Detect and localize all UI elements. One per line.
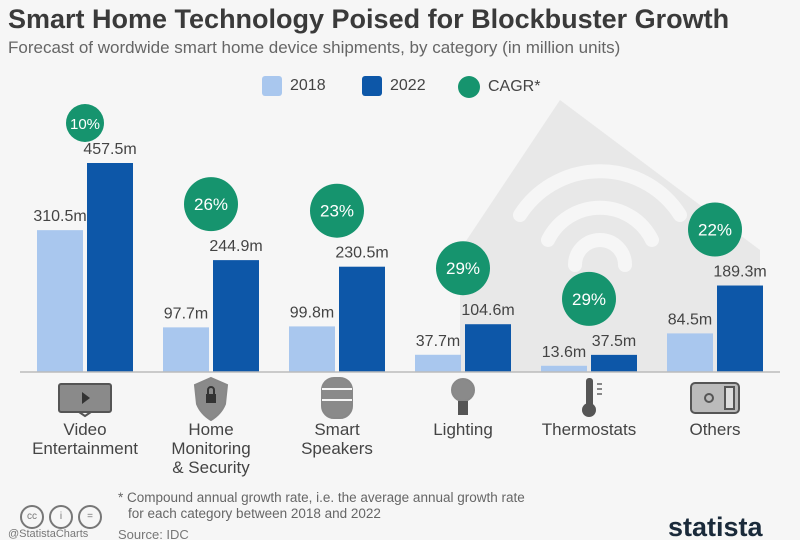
category-label-line: Speakers	[301, 439, 373, 458]
category-label: Home Monitoring & Security	[141, 420, 281, 477]
bar-2022	[591, 354, 637, 372]
data-label: 99.8m	[290, 304, 334, 321]
bar-2018	[667, 333, 713, 372]
category-label-line: Lighting	[433, 420, 493, 439]
smart-switch-icon	[690, 382, 740, 414]
cc-icon: cc	[20, 505, 44, 529]
bar-2022	[87, 163, 133, 372]
cagr-label: 22%	[698, 221, 732, 240]
legend-2018: 2018	[262, 76, 326, 96]
statista-logo[interactable]: statista	[668, 512, 763, 540]
bar-2018	[37, 230, 83, 372]
data-label: 230.5m	[335, 245, 388, 262]
bar-2018	[541, 365, 587, 372]
data-label: 104.6m	[461, 302, 514, 319]
smart-speaker-icon	[321, 377, 353, 419]
house-watermark-icon	[460, 100, 760, 372]
cagr-bubble	[310, 183, 364, 238]
category-label: Smart Speakers	[267, 420, 407, 458]
data-label: 457.5m	[83, 141, 136, 158]
cagr-label: 29%	[446, 259, 480, 278]
legend-2022: 2022	[362, 76, 426, 96]
bar-2022	[213, 260, 259, 372]
data-label: 189.3m	[713, 264, 766, 281]
cagr-label: 29%	[572, 290, 606, 309]
data-label: 13.6m	[542, 344, 586, 361]
legend-label: CAGR*	[488, 78, 541, 95]
thermometer-icon	[582, 378, 602, 417]
bar-2022	[465, 324, 511, 372]
category-label: Video Entertainment	[15, 420, 155, 458]
category-label: Thermostats	[519, 420, 659, 439]
chart-title: Smart Home Technology Poised for Blockbu…	[8, 4, 730, 34]
bar-2018	[163, 327, 209, 372]
cagr-bubble	[66, 104, 104, 142]
category-label: Others	[645, 420, 785, 439]
cagr-bubble	[562, 271, 616, 326]
source: Source: IDC	[118, 527, 189, 540]
cagr-label: 26%	[194, 195, 228, 214]
attribution-icon: i	[49, 505, 73, 529]
bar-2022	[339, 266, 385, 372]
twitter-handle[interactable]: @StatistaCharts	[8, 528, 89, 540]
cagr-bubble	[436, 241, 490, 296]
cagr-bubble	[688, 202, 742, 257]
legend-label: 2022	[390, 77, 426, 94]
data-label: 244.9m	[209, 238, 262, 255]
category-label: Lighting	[393, 420, 533, 439]
legend-label: 2018	[290, 77, 326, 94]
cagr-label: 23%	[320, 202, 354, 221]
no-derivatives-icon: =	[78, 505, 102, 529]
legend-cagr: CAGR*	[458, 76, 540, 98]
data-label: 97.7m	[164, 305, 208, 322]
tv-icon	[58, 383, 112, 418]
cagr-label: 10%	[70, 116, 100, 133]
cagr-bubble	[184, 177, 238, 232]
category-label-line: & Security	[172, 458, 250, 477]
category-label-line: Others	[689, 420, 741, 439]
footnote-line: * Compound annual growth rate, i.e. the …	[118, 490, 525, 505]
category-label-line: Video	[63, 420, 107, 439]
category-label-line: Entertainment	[32, 439, 138, 458]
bar-2018	[415, 354, 461, 372]
bar-2018	[289, 326, 335, 372]
shield-lock-icon	[193, 376, 229, 422]
data-label: 37.7m	[416, 333, 460, 350]
category-label-line: Home	[188, 420, 234, 439]
footnote-line: for each category between 2018 and 2022	[128, 506, 381, 521]
category-label-line: Smart	[314, 420, 360, 439]
bar-2022	[717, 285, 763, 372]
data-label: 310.5m	[33, 208, 86, 225]
data-label: 37.5m	[592, 333, 636, 350]
lightbulb-icon	[451, 378, 475, 415]
footnote: * Compound annual growth rate, i.e. the …	[118, 490, 525, 522]
chart-subtitle: Forecast of wordwide smart home device s…	[8, 38, 621, 57]
category-label-line: Monitoring	[171, 439, 251, 458]
category-label-line: Thermostats	[541, 420, 637, 439]
data-label: 84.5m	[668, 311, 712, 328]
